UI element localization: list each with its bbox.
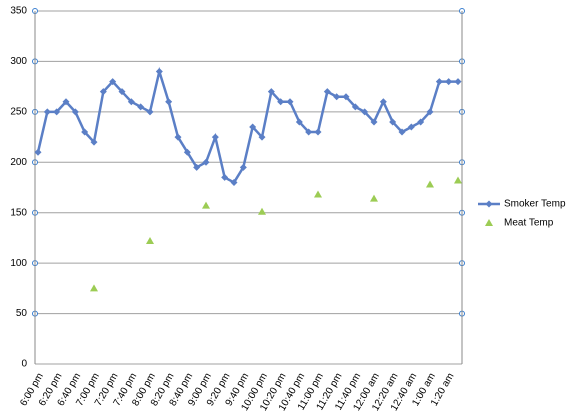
data-point xyxy=(305,128,313,136)
data-point xyxy=(295,118,303,126)
data-point xyxy=(342,93,350,101)
y-tick-label: 200 xyxy=(10,157,27,168)
data-point xyxy=(351,103,359,111)
data-point xyxy=(202,201,210,209)
data-point xyxy=(43,108,51,116)
y-tick-label: 300 xyxy=(10,56,27,67)
data-point xyxy=(249,123,257,131)
data-point xyxy=(389,118,397,126)
data-point xyxy=(445,78,453,86)
data-point xyxy=(417,118,425,126)
data-point xyxy=(230,178,238,186)
data-point xyxy=(267,88,275,96)
data-point xyxy=(155,68,163,76)
data-point xyxy=(62,98,70,106)
data-point xyxy=(118,88,126,96)
data-point xyxy=(379,98,387,106)
data-point xyxy=(370,118,378,126)
data-point xyxy=(34,148,42,156)
data-point xyxy=(435,78,443,86)
y-tick-label: 0 xyxy=(21,359,27,370)
data-point xyxy=(137,103,145,111)
data-point xyxy=(258,207,266,215)
data-point xyxy=(193,163,201,171)
data-point xyxy=(314,128,322,136)
data-point xyxy=(81,128,89,136)
y-tick-label: 350 xyxy=(10,6,27,17)
data-point xyxy=(165,98,173,106)
data-point xyxy=(323,88,331,96)
data-point xyxy=(454,78,462,86)
data-point xyxy=(90,284,98,292)
legend-label: Smoker Temp xyxy=(504,199,566,210)
data-point xyxy=(202,158,210,166)
y-tick-label: 100 xyxy=(10,258,27,269)
data-point xyxy=(71,108,79,116)
data-point xyxy=(398,128,406,136)
y-tick-label: 50 xyxy=(16,308,28,319)
data-point xyxy=(258,133,266,141)
y-tick-label: 150 xyxy=(10,207,27,218)
legend-marker xyxy=(485,200,493,208)
data-point xyxy=(221,173,229,181)
data-point xyxy=(277,98,285,106)
data-point xyxy=(53,108,61,116)
data-point xyxy=(407,123,415,131)
data-point xyxy=(90,138,98,146)
data-point xyxy=(426,180,434,188)
data-point xyxy=(183,148,191,156)
data-point xyxy=(146,236,154,244)
data-point xyxy=(426,108,434,116)
data-point xyxy=(99,88,107,96)
data-point xyxy=(146,108,154,116)
legend-label: Meat Temp xyxy=(504,218,554,229)
data-point xyxy=(333,93,341,101)
data-point xyxy=(211,133,219,141)
data-point xyxy=(127,98,135,106)
data-point xyxy=(286,98,294,106)
legend-marker xyxy=(485,219,493,226)
data-point xyxy=(314,190,322,198)
y-tick-label: 250 xyxy=(10,106,27,117)
data-point xyxy=(239,163,247,171)
data-point xyxy=(370,194,378,202)
data-point xyxy=(174,133,182,141)
series-line xyxy=(36,66,458,185)
data-point xyxy=(109,78,117,86)
data-point xyxy=(454,176,462,184)
data-point xyxy=(361,108,369,116)
